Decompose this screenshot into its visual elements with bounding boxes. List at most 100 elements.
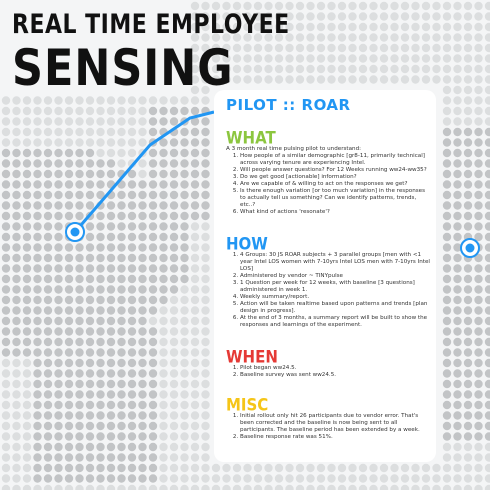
map-dot xyxy=(190,295,200,305)
map-dot xyxy=(22,148,32,158)
map-dot xyxy=(43,127,53,137)
map-dot xyxy=(1,274,11,284)
map-dot xyxy=(484,264,490,273)
map-dot xyxy=(232,22,242,32)
map-dot xyxy=(85,127,95,137)
map-dot xyxy=(453,274,462,284)
connector-line xyxy=(73,110,215,233)
map-dot xyxy=(201,222,210,231)
map-dot xyxy=(474,253,483,263)
map-dot xyxy=(106,117,116,126)
map-dot xyxy=(12,358,21,368)
map-dot xyxy=(463,484,473,490)
map-dot xyxy=(127,211,137,221)
map-dot xyxy=(106,232,116,242)
map-dot xyxy=(180,474,189,483)
map-dot xyxy=(442,379,452,389)
map-dot xyxy=(253,43,263,53)
map-dot xyxy=(201,243,210,252)
map-dot xyxy=(463,390,473,399)
map-dot xyxy=(463,96,473,105)
map-dot xyxy=(169,337,179,347)
map-dot xyxy=(159,327,168,336)
map-dot xyxy=(474,453,483,462)
map-dot xyxy=(96,411,105,420)
map-dot xyxy=(43,211,53,221)
map-dot xyxy=(33,274,42,284)
map-dot xyxy=(54,243,63,252)
map-dot xyxy=(54,295,63,305)
map-dot xyxy=(201,285,210,294)
map-dot xyxy=(64,243,74,252)
map-dot xyxy=(22,453,32,462)
map-dot xyxy=(54,337,63,347)
map-dot xyxy=(127,327,137,336)
map-dot xyxy=(22,138,32,147)
map-dot xyxy=(442,12,452,21)
map-dot xyxy=(96,169,105,179)
map-dot xyxy=(484,190,490,200)
map-dot xyxy=(127,400,137,410)
map-dot xyxy=(43,421,53,431)
map-dot xyxy=(127,358,137,368)
map-dot xyxy=(12,106,21,116)
map-dot xyxy=(54,180,63,189)
map-dot xyxy=(190,43,200,53)
map-dot xyxy=(159,295,168,305)
map-dot xyxy=(64,253,74,263)
map-dot xyxy=(442,201,452,210)
map-dot xyxy=(12,400,21,410)
map-dot xyxy=(180,159,189,168)
map-dot xyxy=(442,274,452,284)
map-dot xyxy=(54,159,63,168)
map-dot xyxy=(306,33,315,42)
map-dot xyxy=(117,264,126,273)
map-dot xyxy=(54,117,63,126)
map-dot xyxy=(75,201,84,210)
map-dot xyxy=(337,474,347,483)
map-dot xyxy=(12,453,21,462)
map-dot xyxy=(327,54,336,63)
map-dot xyxy=(463,33,473,42)
map-dot xyxy=(169,148,179,158)
map-dot xyxy=(232,75,242,84)
map-dot xyxy=(96,453,105,462)
map-dot xyxy=(85,274,95,284)
map-dot xyxy=(190,243,200,252)
map-dot xyxy=(96,463,105,473)
map-dot xyxy=(106,222,116,231)
map-dot xyxy=(484,484,490,490)
map-dot xyxy=(390,22,399,32)
map-dot xyxy=(169,274,179,284)
map-dot xyxy=(96,106,105,116)
map-dot xyxy=(432,12,441,21)
map-dot xyxy=(54,390,63,399)
map-dot xyxy=(484,453,490,462)
map-dot xyxy=(190,285,200,294)
map-dot xyxy=(190,484,200,490)
map-dot xyxy=(190,22,200,32)
map-dot xyxy=(201,54,210,63)
map-dot xyxy=(1,243,11,252)
map-dot xyxy=(316,54,326,63)
map-dot xyxy=(369,75,378,84)
map-dot xyxy=(400,33,410,42)
map-dot xyxy=(180,96,189,105)
map-dot xyxy=(264,54,273,63)
map-dot xyxy=(421,1,431,11)
map-dot xyxy=(484,159,490,168)
map-dot xyxy=(474,12,483,21)
map-dot xyxy=(85,285,95,294)
map-dot xyxy=(148,379,158,389)
map-dot xyxy=(159,463,168,473)
map-dot xyxy=(169,106,179,116)
map-dot xyxy=(22,201,32,210)
map-dot xyxy=(295,33,305,42)
map-dot xyxy=(201,64,210,74)
map-dot xyxy=(85,327,95,336)
map-dot xyxy=(85,453,95,462)
map-dot xyxy=(453,127,462,137)
map-dot xyxy=(463,1,473,11)
map-dot xyxy=(22,400,32,410)
map-dot xyxy=(463,222,473,231)
